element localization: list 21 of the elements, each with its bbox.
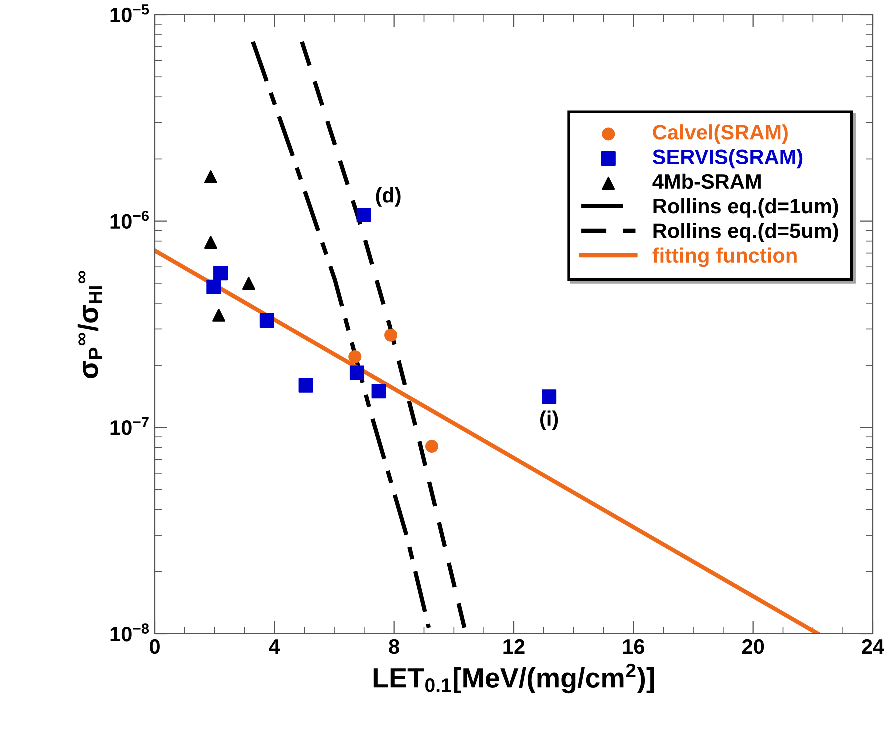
x-tick-label: 16 xyxy=(623,639,644,654)
annotation: (i) xyxy=(540,410,558,430)
x-tick-label: 8 xyxy=(389,639,400,654)
x-tick-label: 24 xyxy=(862,639,884,654)
legend-label: fitting function xyxy=(652,248,797,268)
x-tick-label: 12 xyxy=(504,639,525,654)
y-tick-label: 10$^{−8}$ xyxy=(110,624,150,642)
legend-label: Rollins eq.(d=1um) xyxy=(654,198,838,218)
annotation: (d) xyxy=(376,188,401,207)
legend-label: 4Mb-SRAM xyxy=(652,174,761,190)
y-tick-label: 10$^{−5}$ xyxy=(110,4,150,23)
x-tick-label: 0 xyxy=(150,639,160,654)
x-tick-label: 20 xyxy=(742,639,764,654)
legend-label: Rollins eq.(d=5um) xyxy=(654,223,838,243)
legend-label: Calvel(SRAM) xyxy=(653,124,788,144)
y-axis-title: σ$_{P}$$^{∞}$/σ$_{HI}$$^{∞}$ xyxy=(78,271,102,378)
x-axis-title: LET$_{0.1}$[MeV/(mg/cm$^{2}$)] xyxy=(374,664,654,694)
legend-label: SERVIS(SRAM) xyxy=(652,149,803,169)
x-tick-label: 4 xyxy=(269,640,280,654)
y-tick-label: 10$^{−7}$ xyxy=(110,417,149,436)
y-tick-label: 10$^{−6}$ xyxy=(110,210,149,230)
